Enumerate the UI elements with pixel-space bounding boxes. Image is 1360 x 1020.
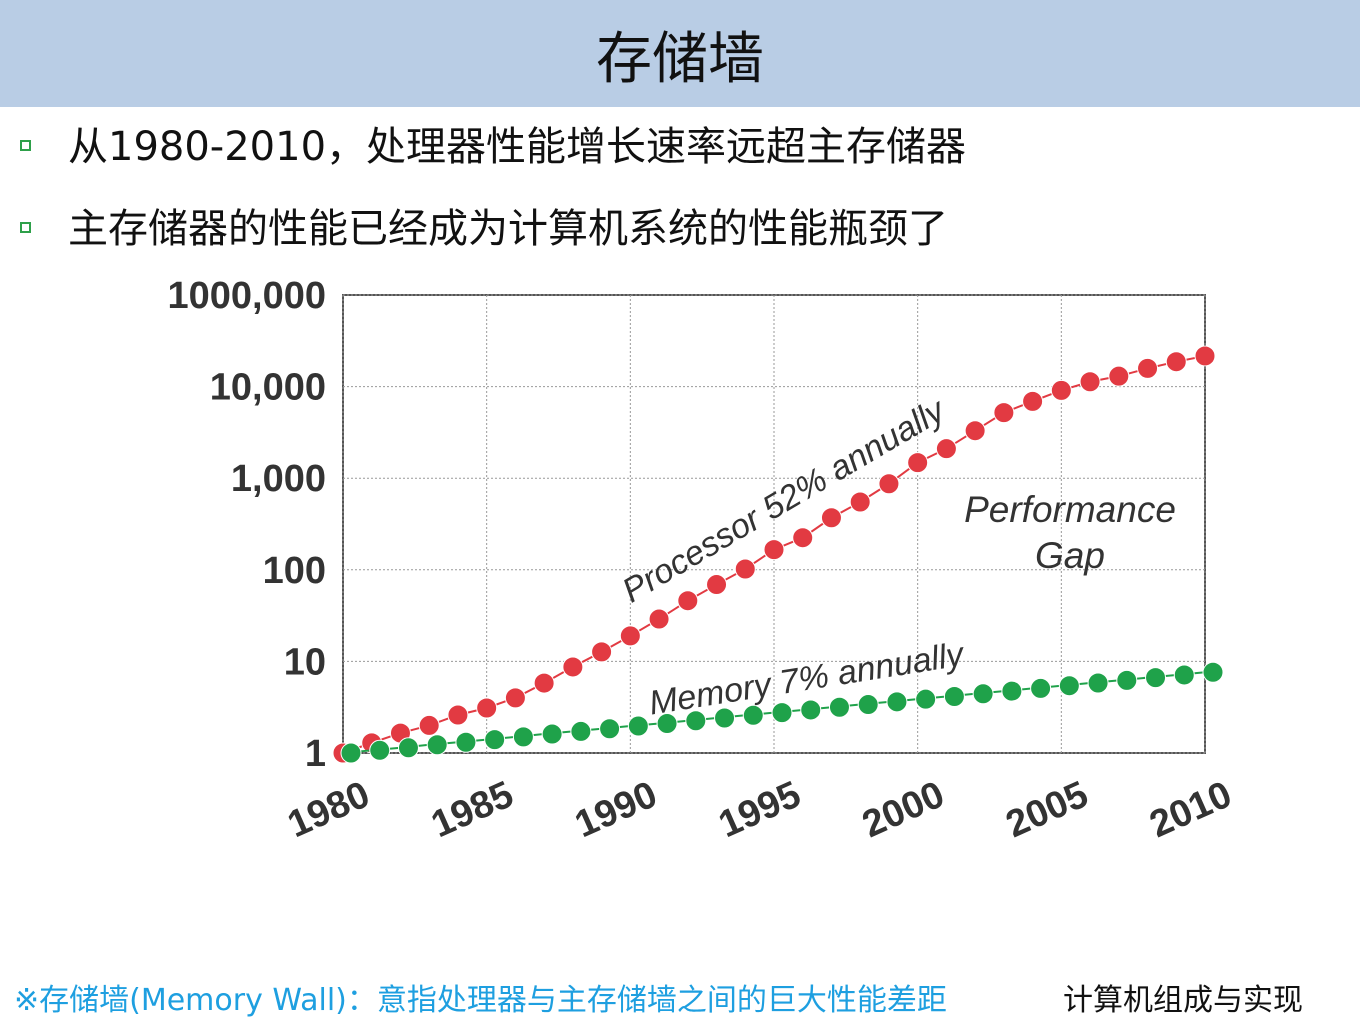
header: 存储墙 bbox=[0, 0, 1360, 107]
data-point bbox=[1058, 675, 1080, 697]
annotation: Performance Gap bbox=[964, 489, 1176, 576]
bullet: 主存储器的性能已经成为计算机系统的性能瓶颈了 bbox=[68, 206, 948, 252]
data-point bbox=[512, 726, 534, 748]
data-point bbox=[1079, 371, 1101, 393]
data-point bbox=[1145, 667, 1167, 689]
bullet: 从1980-2010，处理器性能增长速率远超主存储器 bbox=[68, 124, 967, 170]
data-point bbox=[1173, 664, 1195, 686]
data-point bbox=[993, 402, 1015, 424]
data-point bbox=[591, 641, 613, 663]
x-tick-label: 1985 bbox=[425, 773, 519, 846]
data-point bbox=[1137, 357, 1159, 379]
x-tick-label: 2000 bbox=[856, 773, 950, 846]
data-point bbox=[627, 715, 649, 737]
data-point bbox=[943, 685, 965, 707]
y-tick-label: 1000,000 bbox=[168, 275, 327, 317]
data-point bbox=[656, 712, 678, 734]
data-point bbox=[418, 714, 440, 736]
data-point bbox=[1108, 365, 1130, 387]
x-tick-label: 2010 bbox=[1144, 773, 1238, 846]
data-point bbox=[1165, 351, 1187, 373]
data-point bbox=[886, 691, 908, 713]
data-point bbox=[426, 734, 448, 756]
footnote: ※存储墙(Memory Wall)：意指处理器与主存储墙之间的巨大性能差距 bbox=[14, 983, 947, 1018]
y-tick-label: 1 bbox=[305, 733, 326, 775]
data-point bbox=[1030, 677, 1052, 699]
data-point bbox=[562, 656, 584, 678]
x-tick-label: 1980 bbox=[282, 773, 376, 846]
data-point bbox=[714, 707, 736, 729]
y-tick-label: 10 bbox=[284, 641, 326, 683]
course-name: 计算机组成与实现 bbox=[1063, 983, 1303, 1018]
data-point bbox=[685, 710, 707, 732]
data-point bbox=[915, 688, 937, 710]
data-point bbox=[504, 687, 526, 709]
data-point bbox=[455, 731, 477, 753]
bullet-icon bbox=[20, 222, 31, 233]
data-point bbox=[734, 558, 756, 580]
data-point bbox=[849, 491, 871, 513]
data-point bbox=[340, 742, 362, 764]
data-point bbox=[484, 729, 506, 751]
data-point bbox=[447, 704, 469, 726]
data-point bbox=[820, 507, 842, 529]
data-point bbox=[1194, 345, 1216, 367]
data-point bbox=[1022, 390, 1044, 412]
data-point bbox=[1202, 661, 1224, 683]
data-point bbox=[878, 473, 900, 495]
data-point bbox=[857, 694, 879, 716]
x-tick-label: 2005 bbox=[1000, 773, 1094, 846]
x-tick-label: 1995 bbox=[713, 773, 807, 846]
data-point bbox=[1001, 680, 1023, 702]
data-point bbox=[800, 699, 822, 721]
title: 存储墙 bbox=[596, 27, 764, 92]
data-point bbox=[706, 574, 728, 596]
data-point bbox=[599, 718, 621, 740]
data-point bbox=[907, 452, 929, 474]
data-point bbox=[763, 539, 785, 561]
data-point bbox=[964, 420, 986, 442]
data-point bbox=[828, 696, 850, 718]
bullet-icon bbox=[20, 140, 31, 151]
data-point bbox=[648, 608, 670, 630]
data-point bbox=[742, 704, 764, 726]
data-point bbox=[771, 702, 793, 724]
data-point bbox=[1050, 379, 1072, 401]
data-point bbox=[541, 723, 563, 745]
data-point bbox=[1116, 669, 1138, 691]
data-point bbox=[677, 590, 699, 612]
y-tick-label: 100 bbox=[263, 550, 326, 592]
data-point bbox=[476, 697, 498, 719]
data-point bbox=[792, 527, 814, 549]
data-point bbox=[935, 438, 957, 460]
data-point bbox=[619, 625, 641, 647]
x-tick-label: 1990 bbox=[569, 773, 663, 846]
y-tick-label: 1,000 bbox=[231, 458, 326, 500]
y-tick-label: 10,000 bbox=[210, 367, 326, 409]
data-point bbox=[570, 720, 592, 742]
data-point bbox=[972, 683, 994, 705]
data-point bbox=[1087, 672, 1109, 694]
data-point bbox=[533, 672, 555, 694]
data-point bbox=[397, 737, 419, 759]
data-point bbox=[369, 739, 391, 761]
